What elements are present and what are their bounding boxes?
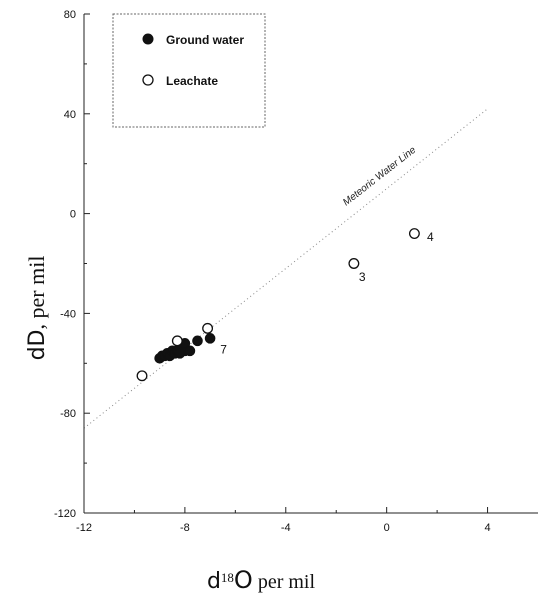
x-tick-label: -12 <box>76 522 92 534</box>
point-annotation: 7 <box>220 342 227 356</box>
point-annotation: 4 <box>427 230 434 244</box>
legend-label-leachate: Leachate <box>166 74 218 88</box>
y-axis-title-D: D <box>25 330 50 347</box>
leachate-point <box>408 228 420 240</box>
x-axis-title-18: 18 <box>221 570 234 585</box>
y-axis-title: dD, per mil <box>24 256 50 361</box>
reference-line-layer <box>83 108 488 429</box>
leachate-point <box>171 335 183 347</box>
legend-marker-leachate <box>142 74 154 86</box>
legend: Ground water Leachate <box>112 13 266 128</box>
legend-box <box>112 13 266 128</box>
points-layer <box>136 228 420 382</box>
x-axis-title-d: d <box>207 569 221 594</box>
y-tick-label: 80 <box>64 9 76 21</box>
legend-marker-ground-water <box>142 33 154 45</box>
y-tick-label: -40 <box>60 308 76 320</box>
ground-water-point <box>184 345 196 357</box>
annotations-layer: 4 3 7 <box>220 230 434 356</box>
x-axis-title-rest: per mil <box>253 571 316 593</box>
y-tick-label: -120 <box>54 508 76 520</box>
y-axis-title-rest: , per mil <box>24 256 49 330</box>
x-tick-label: 4 <box>484 522 490 534</box>
leachate-point <box>202 322 214 334</box>
y-axis-title-d: d <box>25 346 50 360</box>
meteoric-water-line <box>83 108 488 429</box>
legend-label-ground-water: Ground water <box>166 33 244 47</box>
x-axis-title: d18O per mil <box>207 566 316 594</box>
y-tick-label: 0 <box>70 209 76 221</box>
x-tick-label: -4 <box>281 522 291 534</box>
x-axis-title-O: O <box>234 566 253 594</box>
ground-water-point <box>204 333 216 344</box>
leachate-point <box>348 258 360 269</box>
x-tick-label: -8 <box>180 522 190 534</box>
point-annotation: 3 <box>359 270 366 284</box>
y-tick-label: -80 <box>60 408 76 420</box>
x-tick-label: 0 <box>384 522 390 534</box>
meteoric-water-line-label: Meteoric Water Line <box>341 144 418 208</box>
y-tick-label: 40 <box>64 109 76 121</box>
ground-water-point <box>192 335 203 347</box>
leachate-point <box>136 370 148 382</box>
ground-water-point <box>174 348 186 359</box>
